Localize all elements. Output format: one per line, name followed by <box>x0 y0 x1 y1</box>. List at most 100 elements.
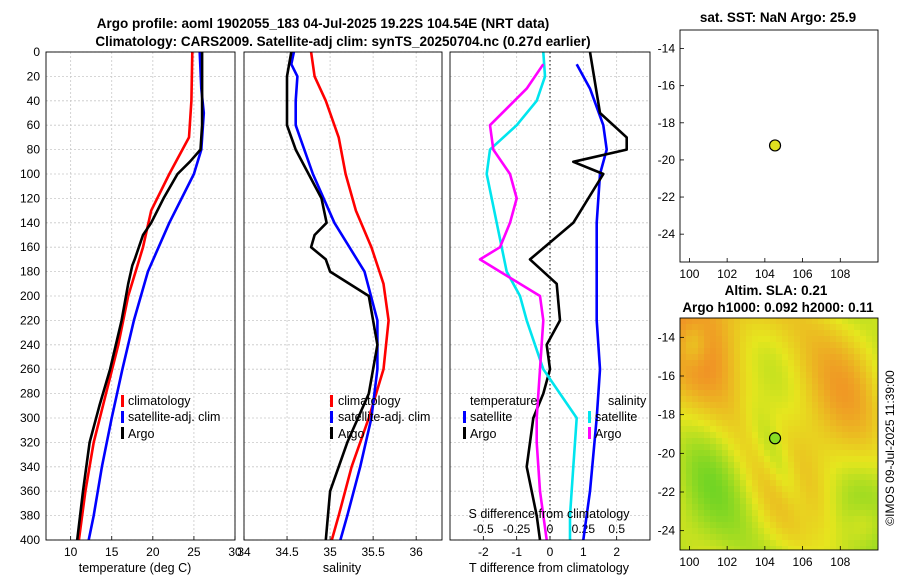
sla-cell <box>806 522 813 529</box>
sla-cell <box>830 324 837 331</box>
sla-cell <box>752 432 759 439</box>
sla-cell <box>728 486 735 493</box>
sla-cell <box>842 522 849 529</box>
sla-cell <box>680 462 687 469</box>
sla-cell <box>842 360 849 367</box>
sla-cell <box>728 318 735 325</box>
sla-cell <box>788 354 795 361</box>
sla-cell <box>686 432 693 439</box>
sla-cell <box>722 546 729 550</box>
sla-cell <box>692 456 699 463</box>
sla-map-xtick-label: 102 <box>717 555 737 569</box>
sla-cell <box>806 378 813 385</box>
sla-cell <box>872 360 878 367</box>
sla-cell <box>812 366 819 373</box>
sla-cell <box>752 348 759 355</box>
sla-cell <box>782 438 789 445</box>
sla-cell <box>866 540 873 547</box>
sla-cell <box>722 366 729 373</box>
sla-cell <box>794 384 801 391</box>
sla-cell <box>836 372 843 379</box>
sla-cell <box>776 540 783 547</box>
sla-cell <box>758 516 765 523</box>
sst-map-ytick-label: -22 <box>658 190 676 204</box>
sla-cell <box>830 432 837 439</box>
sla-cell <box>854 408 861 415</box>
sla-cell <box>842 486 849 493</box>
difference-frame <box>449 51 651 541</box>
sla-cell <box>836 396 843 403</box>
sla-cell <box>716 426 723 433</box>
sla-cell <box>728 366 735 373</box>
sla-cell <box>824 540 831 547</box>
sla-cell <box>818 462 825 469</box>
sla-cell <box>860 474 867 481</box>
temperature-series-satellite-adj-clim <box>87 52 206 540</box>
sla-cell <box>692 522 699 529</box>
sla-cell <box>686 492 693 499</box>
sla-cell <box>788 318 795 325</box>
sla-cell <box>848 510 855 517</box>
sla-cell <box>698 486 705 493</box>
sla-cell <box>716 336 723 343</box>
sla-cell <box>746 522 753 529</box>
sla-cell <box>800 360 807 367</box>
sla-cell <box>740 348 747 355</box>
depth-tick-label: 0 <box>33 45 40 59</box>
sla-cell <box>758 492 765 499</box>
sla-cell <box>842 330 849 337</box>
sla-cell <box>764 372 771 379</box>
sla-cell <box>710 414 717 421</box>
sla-cell <box>728 360 735 367</box>
sla-cell <box>842 534 849 541</box>
sla-cell <box>728 510 735 517</box>
sla-cell <box>812 408 819 415</box>
sla-cell <box>812 546 819 550</box>
sla-cell <box>806 534 813 541</box>
sla-cell <box>800 546 807 550</box>
difference-xtick-label: 2 <box>613 545 620 559</box>
sla-cell <box>770 342 777 349</box>
title-line2: Climatology: CARS2009. Satellite-adj cli… <box>95 34 590 49</box>
sla-cell <box>716 546 723 550</box>
sla-cell <box>770 504 777 511</box>
sla-cell <box>692 492 699 499</box>
sla-cell <box>740 528 747 535</box>
legend-label-s-climatology: climatology <box>338 394 401 408</box>
sla-cell <box>788 450 795 457</box>
sla-cell <box>836 360 843 367</box>
sla-cell <box>758 528 765 535</box>
sla-cell <box>866 342 873 349</box>
sla-cell <box>758 414 765 421</box>
sla-cell <box>752 462 759 469</box>
sla-cell <box>872 402 878 409</box>
sla-cell <box>782 480 789 487</box>
sla-cell <box>776 534 783 541</box>
sla-cell <box>800 402 807 409</box>
sla-cell <box>704 432 711 439</box>
sla-cell <box>776 324 783 331</box>
sla-cell <box>788 546 795 550</box>
sla-cell <box>716 378 723 385</box>
sla-cell <box>698 444 705 451</box>
sla-cell <box>818 528 825 535</box>
sla-cell <box>752 324 759 331</box>
sla-cell <box>740 378 747 385</box>
sla-cell <box>722 528 729 535</box>
sla-cell <box>800 378 807 385</box>
sla-cell <box>848 378 855 385</box>
sla-cell <box>800 510 807 517</box>
imos-credit: ©IMOS 09-Jul-2025 11:39:00 <box>883 370 897 526</box>
sla-cell <box>818 420 825 427</box>
sla-cell <box>752 516 759 523</box>
sla-cell <box>692 468 699 475</box>
sla-cell <box>770 414 777 421</box>
sla-cell <box>860 354 867 361</box>
sla-cell <box>860 420 867 427</box>
sla-cell <box>698 336 705 343</box>
sla-cell <box>812 462 819 469</box>
sla-cell <box>704 414 711 421</box>
sla-cell <box>812 342 819 349</box>
sla-cell <box>746 498 753 505</box>
sla-cell <box>848 480 855 487</box>
